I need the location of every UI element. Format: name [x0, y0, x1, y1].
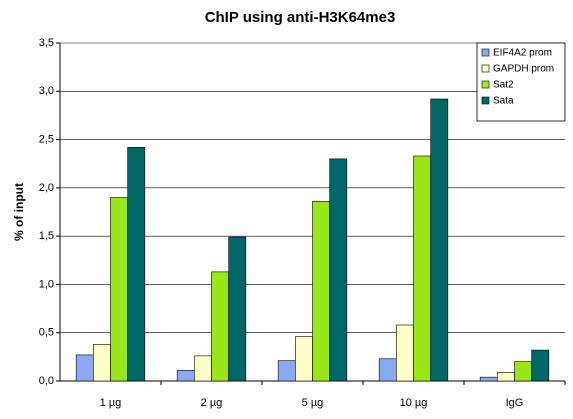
bar	[127, 146, 146, 382]
y-tick-label: 3,5	[39, 37, 54, 49]
bar	[194, 355, 212, 382]
bar	[497, 372, 515, 382]
legend-text: EIF4A2 prom	[493, 48, 552, 59]
bar	[479, 376, 498, 382]
y-tick-label: 3,0	[39, 85, 54, 97]
bar	[531, 349, 550, 382]
bar	[176, 370, 195, 382]
legend-swatch	[481, 96, 490, 105]
bar	[329, 158, 348, 382]
x-tick-label: 1 µg	[100, 397, 122, 409]
legend-text: Sata	[493, 96, 514, 107]
y-tick-label: 2,5	[39, 133, 54, 145]
bar	[93, 344, 111, 382]
bar	[378, 358, 397, 382]
x-tick-label: 2 µg	[201, 397, 223, 409]
legend-text: GAPDH prom	[493, 64, 554, 75]
y-tick-label: 2,0	[39, 182, 54, 194]
y-tick-label: 1,0	[39, 278, 54, 290]
x-tick-label: 5 µg	[302, 397, 324, 409]
bar	[211, 271, 229, 382]
legend-swatch	[481, 64, 490, 73]
bar	[75, 354, 94, 382]
legend-text: Sat2	[493, 80, 514, 91]
bar	[277, 360, 296, 382]
legend-swatch	[481, 80, 490, 89]
bar	[514, 361, 532, 382]
bar	[228, 236, 247, 382]
legend-box	[476, 42, 566, 122]
bar	[295, 336, 313, 382]
bar	[110, 197, 128, 382]
bar	[312, 201, 330, 382]
y-tick-label: 0,0	[39, 375, 54, 387]
y-axis-label: % of input	[12, 183, 26, 241]
x-tick-label: 10 µg	[400, 397, 428, 409]
bar	[413, 155, 431, 382]
y-tick-label: 1,5	[39, 230, 54, 242]
legend-swatch	[481, 48, 490, 57]
y-tick-label: 0,5	[39, 327, 54, 339]
x-tick-label: IgG	[506, 397, 524, 409]
bar	[396, 324, 414, 382]
bar	[430, 98, 449, 382]
chart-title: ChIP using anti-H3K64me3	[205, 9, 396, 26]
